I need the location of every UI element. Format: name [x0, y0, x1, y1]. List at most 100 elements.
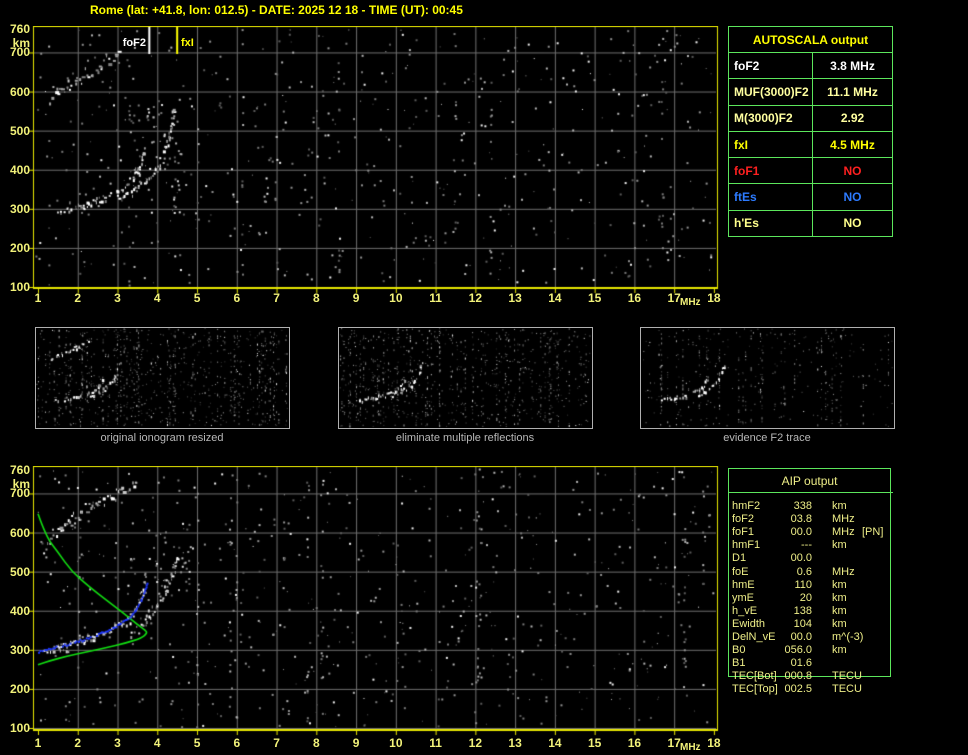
- aip-row-fof1: foF1 00.0 MHz [PN]: [728, 526, 898, 539]
- autoscala-label-fof2: foF2: [729, 53, 813, 79]
- xaxis-tick-11: 11: [429, 736, 442, 750]
- autoscala-value-fof1: NO: [843, 163, 862, 178]
- autoscala-table: AUTOSCALA output foF2 3.8 MHz MUF(3000)F2 1…: [728, 26, 893, 238]
- xaxis-tick-9: 9: [352, 291, 360, 305]
- aip-value-h-ve: 138: [793, 604, 812, 617]
- thumb-original-ionogram: [35, 327, 290, 429]
- aip-unit-b0: km: [832, 644, 847, 657]
- xaxis-tick-15: 15: [587, 291, 602, 305]
- xaxis-tick-13: 13: [508, 291, 522, 305]
- xaxis-tick-2: 2: [74, 736, 82, 750]
- xaxis-tick-9: 9: [352, 736, 360, 750]
- xaxis-tick-3: 3: [114, 291, 121, 305]
- autoscala-row-h-es: h'Es NO: [729, 209, 892, 237]
- aip-row-yme: ymE 20 km: [728, 592, 898, 605]
- yaxis-tick-760: 760: [9, 463, 30, 477]
- aip-unit-tec-bot-: TECU: [832, 670, 862, 683]
- aip-unit-fof2: MHz: [832, 513, 855, 526]
- aip-value-d1: 00.0: [790, 552, 812, 565]
- xaxis-tick-4: 4: [153, 736, 161, 750]
- top-xaxis-unit-label: MHz: [680, 297, 701, 308]
- yaxis-tick-760: 760: [9, 22, 30, 36]
- yaxis-tick-200: 200: [9, 681, 30, 696]
- xaxis-tick-1: 1: [34, 291, 42, 305]
- autoscala-label-m-3000-f2: M(3000)F2: [729, 105, 813, 131]
- xaxis-tick-5: 5: [193, 736, 201, 750]
- autoscala-table-header: AUTOSCALA output: [752, 32, 869, 47]
- aip-name-h-ve: h_vE: [732, 604, 758, 617]
- station-title: Rome (lat: +41.8, lon: 012.5) - DATE: 20…: [90, 3, 463, 17]
- bottom-xaxis-unit-label: MHz: [680, 742, 701, 753]
- aip-name-tec-top-: TEC[Top]: [732, 683, 778, 696]
- autoscala-value-h-es: NO: [843, 216, 862, 231]
- xaxis-tick-18: 18: [707, 291, 721, 305]
- xaxis-tick-8: 8: [312, 736, 320, 750]
- aip-name-d1: D1: [732, 552, 747, 565]
- autoscala-row-ftes: ftEs NO: [729, 183, 892, 210]
- aip-name-fof2: foF2: [732, 513, 755, 526]
- aip-name-b0: B0: [732, 644, 746, 657]
- xaxis-tick-8: 8: [312, 291, 320, 305]
- aip-unit-yme: km: [832, 591, 847, 604]
- thumb-eliminate-reflections: [338, 327, 593, 429]
- aip-row-fof2: foF2 03.8 MHz: [728, 513, 898, 526]
- autoscala-row-fof2: foF2 3.8 MHz: [729, 52, 892, 79]
- thumb-eliminate-canvas: [339, 328, 592, 428]
- aip-row-foe: foE 0.6 MHz: [728, 566, 898, 579]
- autoscala-label-muf-3000-f2: MUF(3000)F2: [729, 79, 813, 105]
- autoscala-row-fxi: fxI 4.5 MHz: [729, 130, 892, 158]
- aip-name-yme: ymE: [732, 591, 754, 604]
- aip-unit-h-ve: km: [832, 604, 847, 617]
- xaxis-tick-12: 12: [468, 291, 483, 305]
- xaxis-tick-2: 2: [74, 291, 82, 305]
- xaxis-tick-7: 7: [273, 291, 280, 305]
- aip-row-hmf2: hmF2 338 km: [728, 500, 898, 513]
- xaxis-tick-10: 10: [389, 736, 403, 750]
- xaxis-tick-15: 15: [587, 736, 602, 750]
- xaxis-tick-14: 14: [548, 736, 562, 750]
- fof2-marker-label: foF2: [122, 37, 146, 49]
- aip-unit-hmf1: km: [832, 539, 847, 552]
- aip-value-ewidth: 104: [793, 617, 812, 630]
- aip-value-foe: 0.6: [796, 565, 812, 578]
- aip-row-b1: B1 01.6: [728, 657, 898, 670]
- bottom-ionogram-canvas: [29, 466, 719, 738]
- autoscala-label-fof1: foF1: [729, 158, 813, 184]
- aip-name-fof1: foF1: [732, 526, 755, 539]
- xaxis-tick-17: 17: [667, 736, 681, 750]
- autoscala-label-ftes: ftEs: [729, 184, 813, 210]
- aip-name-hmf1: hmF1: [732, 539, 761, 552]
- aip-unit-ewidth: km: [832, 617, 847, 630]
- aip-value-yme: 20: [799, 591, 812, 604]
- aip-value-hmf1: ---: [801, 539, 812, 552]
- aip-value-b1: 01.6: [790, 657, 812, 670]
- yaxis-tick-400: 400: [9, 162, 30, 177]
- aip-row-ewidth: Ewidth 104 km: [728, 618, 898, 631]
- aip-row-tec-top-: TEC[Top] 002.5 TECU: [728, 683, 898, 696]
- xaxis-tick-16: 16: [627, 291, 642, 305]
- aip-row-hme: hmE 110 km: [728, 579, 898, 592]
- xaxis-tick-4: 4: [153, 291, 161, 305]
- autoscala-row-fof1: foF1 NO: [729, 157, 892, 184]
- aip-row-deln-ve: DelN_vE 00.0 m^(-3): [728, 631, 898, 644]
- thumb-caption-evidence: evidence F2 trace: [723, 432, 811, 444]
- aip-name-tec-bot-: TEC[Bot]: [732, 670, 777, 683]
- yaxis-tick-700: 700: [9, 45, 30, 60]
- yaxis-tick-300: 300: [9, 201, 30, 216]
- aip-value-deln-ve: 00.0: [790, 631, 812, 643]
- autoscala-row-m-3000-f2: M(3000)F2 2.92: [729, 104, 892, 131]
- autoscala-value-fof2: 3.8 MHz: [830, 58, 875, 73]
- aip-name-hmf2: hmF2: [732, 500, 761, 512]
- xaxis-tick-3: 3: [114, 736, 121, 750]
- aip-value-tec-top-: 002.5: [784, 683, 812, 696]
- aip-unit-fof1: MHz: [832, 526, 855, 539]
- autoscala-value-ftes: NO: [843, 190, 862, 205]
- xaxis-tick-10: 10: [389, 291, 403, 305]
- thumb-caption-eliminate: eliminate multiple reflections: [395, 432, 535, 444]
- aip-name-ewidth: Ewidth: [732, 617, 766, 630]
- yaxis-tick-600: 600: [9, 84, 30, 99]
- xaxis-tick-16: 16: [627, 736, 642, 750]
- yaxis-tick-400: 400: [9, 603, 30, 618]
- autoscala-table-rows: foF2 3.8 MHz MUF(3000)F2 11.1 MHz M(3000)F2 2…: [729, 52, 892, 237]
